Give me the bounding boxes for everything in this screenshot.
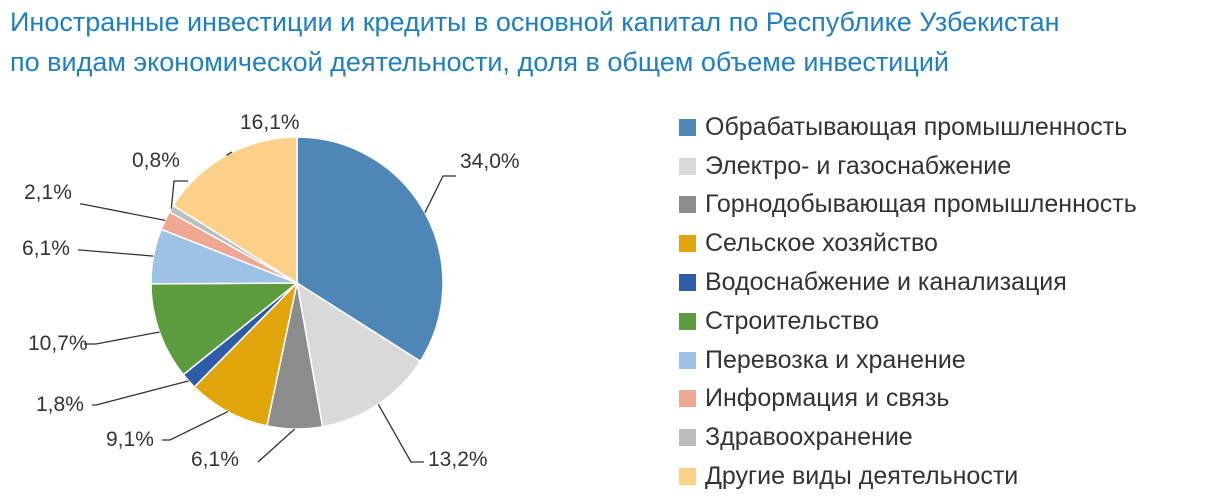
leader-line <box>170 180 188 209</box>
legend-label: Водоснабжение и канализация <box>705 268 1067 297</box>
legend-swatch <box>679 196 696 214</box>
legend-swatch <box>679 312 696 330</box>
leader-line <box>162 411 229 441</box>
leader-line <box>377 403 424 463</box>
legend-item: Горнодобывающая промышленность <box>679 186 1137 225</box>
leader-line <box>78 249 154 257</box>
legend-swatch <box>679 468 696 486</box>
legend-item: Строительство <box>679 302 1137 341</box>
data-label: 9,1% <box>106 428 154 451</box>
leader-line <box>92 380 189 406</box>
legend-label: Горнодобывающая промышленность <box>705 190 1137 219</box>
legend-label: Строительство <box>705 306 879 335</box>
legend-label: Электро- и газоснабжение <box>705 151 1012 180</box>
legend-label: Сельское хозяйство <box>705 229 938 258</box>
data-label: 2,1% <box>24 181 72 204</box>
leader-line <box>84 331 160 345</box>
legend-swatch <box>679 274 696 292</box>
legend-item: Здравоохранение <box>679 418 1137 457</box>
legend-swatch <box>679 429 696 447</box>
legend-item: Водоснабжение и канализация <box>679 263 1137 302</box>
data-label: 34,0% <box>460 150 520 173</box>
legend-item: Другие виды деятельности <box>679 457 1137 496</box>
legend-label: Другие виды деятельности <box>705 462 1019 491</box>
chart-title: Иностранные инвестиции и кредиты в основ… <box>10 2 1225 82</box>
chart-title-line-2: по видам экономической деятельности, дол… <box>10 47 950 77</box>
legend-swatch <box>679 390 696 408</box>
chart-title-line-1: Иностранные инвестиции и кредиты в основ… <box>10 7 1060 37</box>
data-label: 1,8% <box>36 393 84 416</box>
legend-label: Обрабатывающая промышленность <box>705 112 1128 141</box>
legend-swatch <box>679 118 696 136</box>
pie-slice <box>193 280 299 427</box>
data-label: 13,2% <box>428 448 488 471</box>
legend-item: Обрабатывающая промышленность <box>679 108 1137 147</box>
data-label: 0,8% <box>132 149 180 172</box>
legend-label: Перевозка и хранение <box>705 345 966 374</box>
leader-line <box>424 175 456 213</box>
data-label: 10,7% <box>28 332 88 355</box>
legend-label: Здравоохранение <box>705 423 913 452</box>
pie-slice <box>172 136 298 285</box>
leader-line <box>225 151 233 156</box>
pie-slice <box>295 281 422 428</box>
data-label: 16,1% <box>240 111 300 134</box>
legend-swatch <box>679 235 696 253</box>
legend-swatch <box>679 351 696 369</box>
legend-item: Электро- и газоснабжение <box>679 147 1137 186</box>
pie-slice <box>296 136 444 363</box>
legend-item: Перевозка и хранение <box>679 341 1137 380</box>
legend-item: Сельское хозяйство <box>679 224 1137 263</box>
chart-legend: Обрабатывающая промышленность Электро- и … <box>679 108 1137 496</box>
data-label: 6,1% <box>22 237 70 260</box>
data-label: 6,1% <box>191 448 239 471</box>
leader-line <box>80 203 166 222</box>
leader-line <box>257 428 296 463</box>
legend-label: Информация и связь <box>705 384 950 413</box>
legend-item: Информация и связь <box>679 380 1137 419</box>
legend-swatch <box>679 157 696 175</box>
